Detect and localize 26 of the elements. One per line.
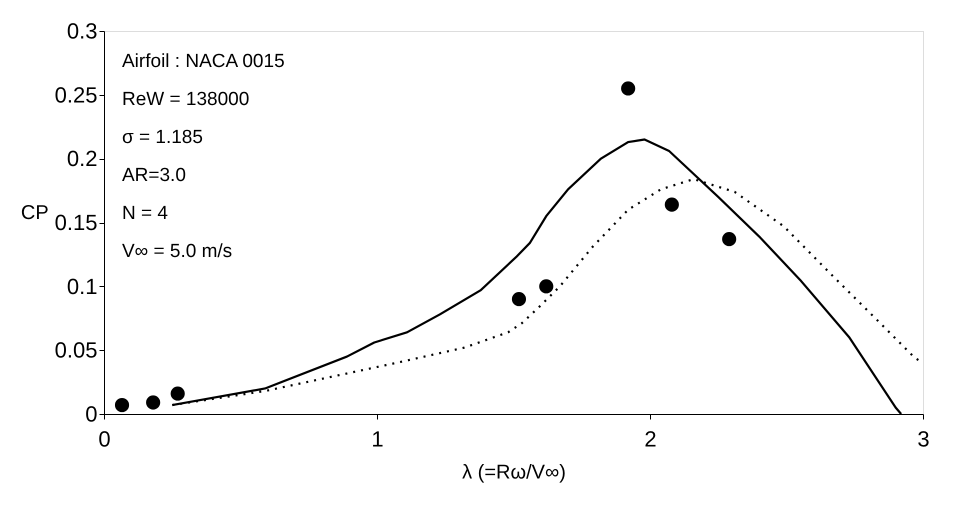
y-axis-title: CP xyxy=(20,202,49,224)
y-tick-label: 0.25 xyxy=(54,82,98,108)
point xyxy=(722,232,736,246)
x-tick-label: 2 xyxy=(644,426,657,452)
annotation: Airfoil : NACA 0015 xyxy=(122,51,285,72)
point xyxy=(512,292,526,306)
annotation: ReW = 138000 xyxy=(122,89,250,110)
point xyxy=(146,395,160,410)
y-tick-label: 0.05 xyxy=(54,338,98,363)
annotation: AR=3.0 xyxy=(122,165,186,186)
x-axis-title: λ (=Rω/V∞) xyxy=(462,462,566,484)
y-tick-label: 0.2 xyxy=(66,146,98,172)
y-tick-label: 0 xyxy=(85,402,98,426)
point xyxy=(539,279,554,294)
point xyxy=(170,386,185,401)
x-tick-label: 1 xyxy=(371,426,384,452)
y-tick-label: 0.3 xyxy=(66,18,98,44)
annotation: V∞ = 5.0 m/s xyxy=(122,241,232,262)
y-tick-label: 0.15 xyxy=(54,210,98,235)
x-tick-label: 3 xyxy=(917,426,930,452)
annotation: N = 4 xyxy=(122,203,168,224)
annotation: σ = 1.185 xyxy=(122,127,203,148)
point xyxy=(664,198,679,212)
y-tick-label: 0.1 xyxy=(66,274,98,299)
point xyxy=(114,398,130,412)
point xyxy=(621,81,636,96)
